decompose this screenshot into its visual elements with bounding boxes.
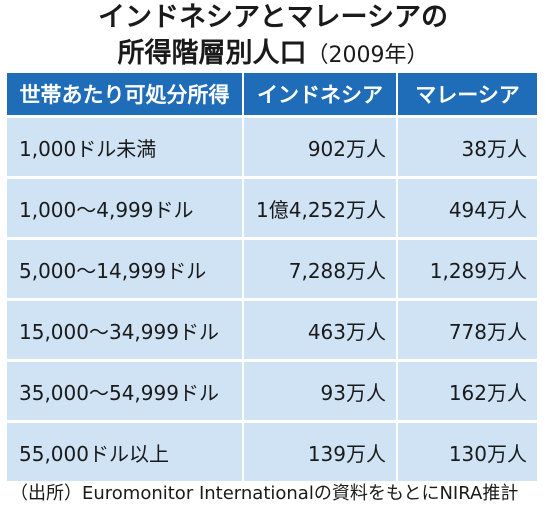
- population-cell: 1,289万人: [396, 237, 537, 300]
- income-bracket-cell: 1,000ドル未満: [7, 115, 243, 178]
- income-table: 世帯あたり可処分所得 インドネシア マレーシア 1,000ドル未満 902万人 38万人…: [7, 73, 537, 481]
- population-cell: 778万人: [396, 298, 537, 361]
- income-bracket-cell: 15,000〜34,999ドル: [7, 298, 243, 361]
- population-cell: 902万人: [242, 115, 397, 178]
- column-header-1: インドネシア: [242, 73, 397, 117]
- table-row: 1,000〜4,999ドル 1億4,252万人 494万人: [7, 176, 537, 239]
- header-row: 世帯あたり可処分所得 インドネシア マレーシア: [7, 73, 537, 117]
- population-cell: 139万人: [242, 420, 397, 481]
- population-cell: 494万人: [396, 176, 537, 239]
- population-cell: 93万人: [242, 359, 397, 422]
- title-main: 所得階層別人口: [117, 38, 307, 69]
- column-header-2: マレーシア: [396, 73, 537, 117]
- source-note: （出所）Euromonitor Internationalの資料をもとにNIRA…: [10, 483, 519, 504]
- income-bracket-cell: 35,000〜54,999ドル: [7, 359, 243, 422]
- column-header-0: 世帯あたり可処分所得: [7, 73, 243, 117]
- population-cell: 463万人: [242, 298, 397, 361]
- chart-title: インドネシアとマレーシアの 所得階層別人口（2009年）: [0, 0, 546, 74]
- population-cell: 38万人: [396, 115, 537, 178]
- title-year: （2009年）: [306, 43, 429, 68]
- table-row: 5,000〜14,999ドル 7,288万人 1,289万人: [7, 237, 537, 300]
- population-cell: 130万人: [396, 420, 537, 481]
- income-bracket-cell: 5,000〜14,999ドル: [7, 237, 243, 300]
- table-row: 1,000ドル未満 902万人 38万人: [7, 115, 537, 178]
- table-row: 55,000ドル以上 139万人 130万人: [7, 420, 537, 481]
- population-cell: 1億4,252万人: [242, 176, 397, 239]
- table-row: 35,000〜54,999ドル 93万人 162万人: [7, 359, 537, 422]
- title-line-1: インドネシアとマレーシアの: [98, 2, 448, 33]
- income-bracket-cell: 1,000〜4,999ドル: [7, 176, 243, 239]
- table-row: 15,000〜34,999ドル 463万人 778万人: [7, 298, 537, 361]
- population-cell: 162万人: [396, 359, 537, 422]
- title-line-2: 所得階層別人口（2009年）: [0, 36, 546, 74]
- population-cell: 7,288万人: [242, 237, 397, 300]
- income-bracket-cell: 55,000ドル以上: [7, 420, 243, 481]
